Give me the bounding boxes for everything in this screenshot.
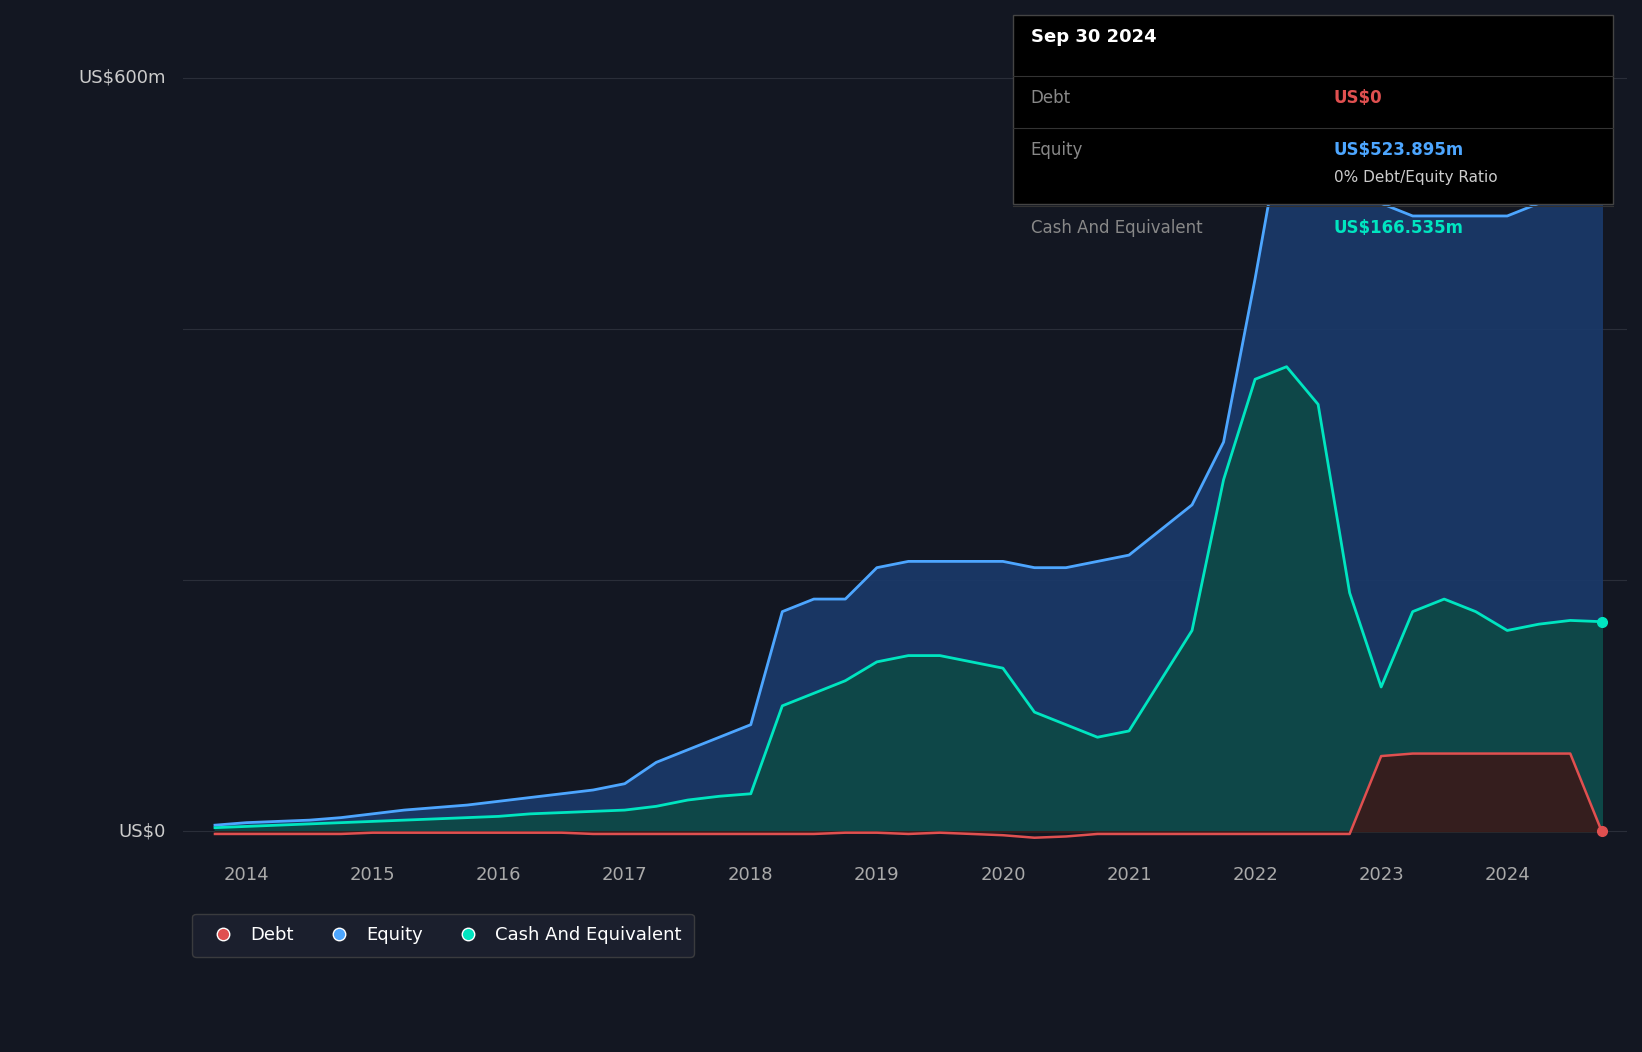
Legend: Debt, Equity, Cash And Equivalent: Debt, Equity, Cash And Equivalent [192, 913, 695, 957]
Text: US$0: US$0 [1333, 88, 1383, 106]
Text: Equity: Equity [1031, 141, 1084, 159]
Text: 0% Debt/Equity Ratio: 0% Debt/Equity Ratio [1333, 170, 1498, 185]
FancyBboxPatch shape [1013, 15, 1612, 204]
Text: Cash And Equivalent: Cash And Equivalent [1031, 219, 1202, 237]
Text: Sep 30 2024: Sep 30 2024 [1031, 28, 1156, 46]
Text: US$0: US$0 [118, 823, 166, 841]
Text: US$166.535m: US$166.535m [1333, 219, 1465, 237]
Text: Debt: Debt [1031, 88, 1071, 106]
Text: US$523.895m: US$523.895m [1333, 141, 1465, 159]
Text: US$600m: US$600m [79, 68, 166, 87]
